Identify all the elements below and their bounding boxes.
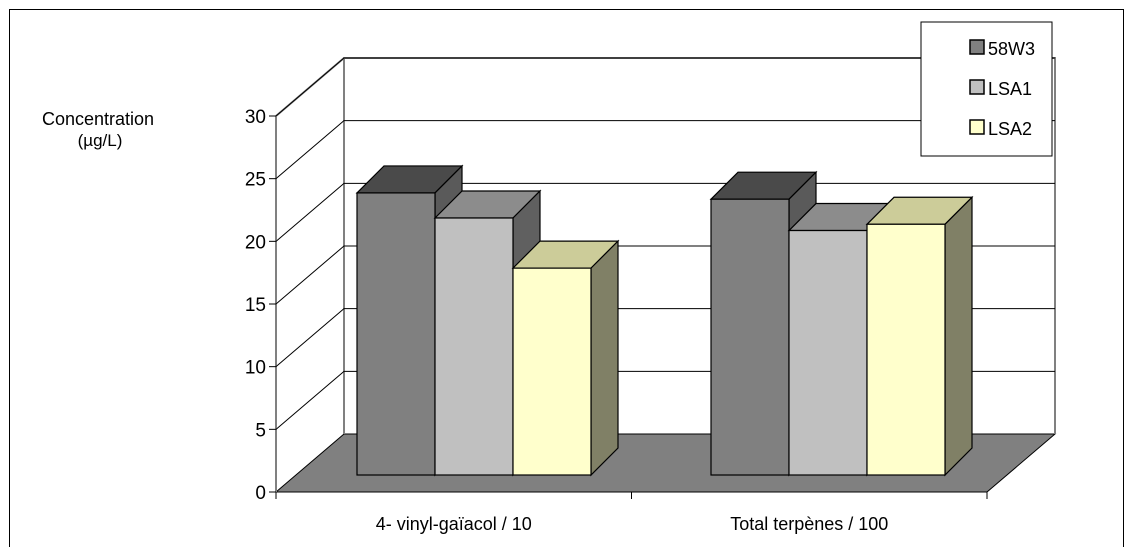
bar (512, 267, 592, 476)
y-axis-label-line1: Concentration (42, 109, 154, 129)
legend-label: LSA1 (988, 79, 1032, 99)
x-tick-label: Total terpènes / 100 (730, 514, 888, 534)
x-tick-label: 4- vinyl-gaïacol / 10 (376, 514, 532, 534)
y-tick-label: 0 (255, 483, 266, 504)
legend: 58W3 LSA1 LSA2 (920, 21, 1053, 157)
bar-side (590, 239, 619, 477)
y-tick-label: 15 (245, 295, 266, 316)
legend-swatch (969, 79, 985, 95)
legend-swatch (969, 39, 985, 55)
y-tick-label: 30 (245, 107, 266, 128)
y-tick-label: 20 (245, 232, 266, 253)
legend-swatch (969, 119, 985, 135)
legend-label: 58W3 (988, 39, 1035, 59)
y-axis-label-line2: (µg/L) (78, 131, 123, 150)
y-tick-label: 10 (245, 358, 266, 379)
gridline (275, 57, 1055, 117)
legend-box (920, 21, 1053, 157)
y-tick-label: 5 (255, 420, 266, 441)
gridline (275, 120, 1055, 180)
bar (434, 217, 514, 476)
bar (356, 192, 436, 476)
chart-frame (9, 9, 1124, 547)
gridline (275, 182, 1055, 242)
bar (710, 198, 790, 476)
bar (866, 223, 946, 476)
y-tick-label: 25 (245, 170, 266, 191)
legend-label: LSA2 (988, 119, 1032, 139)
bar-side (944, 195, 973, 477)
bar (788, 229, 868, 476)
